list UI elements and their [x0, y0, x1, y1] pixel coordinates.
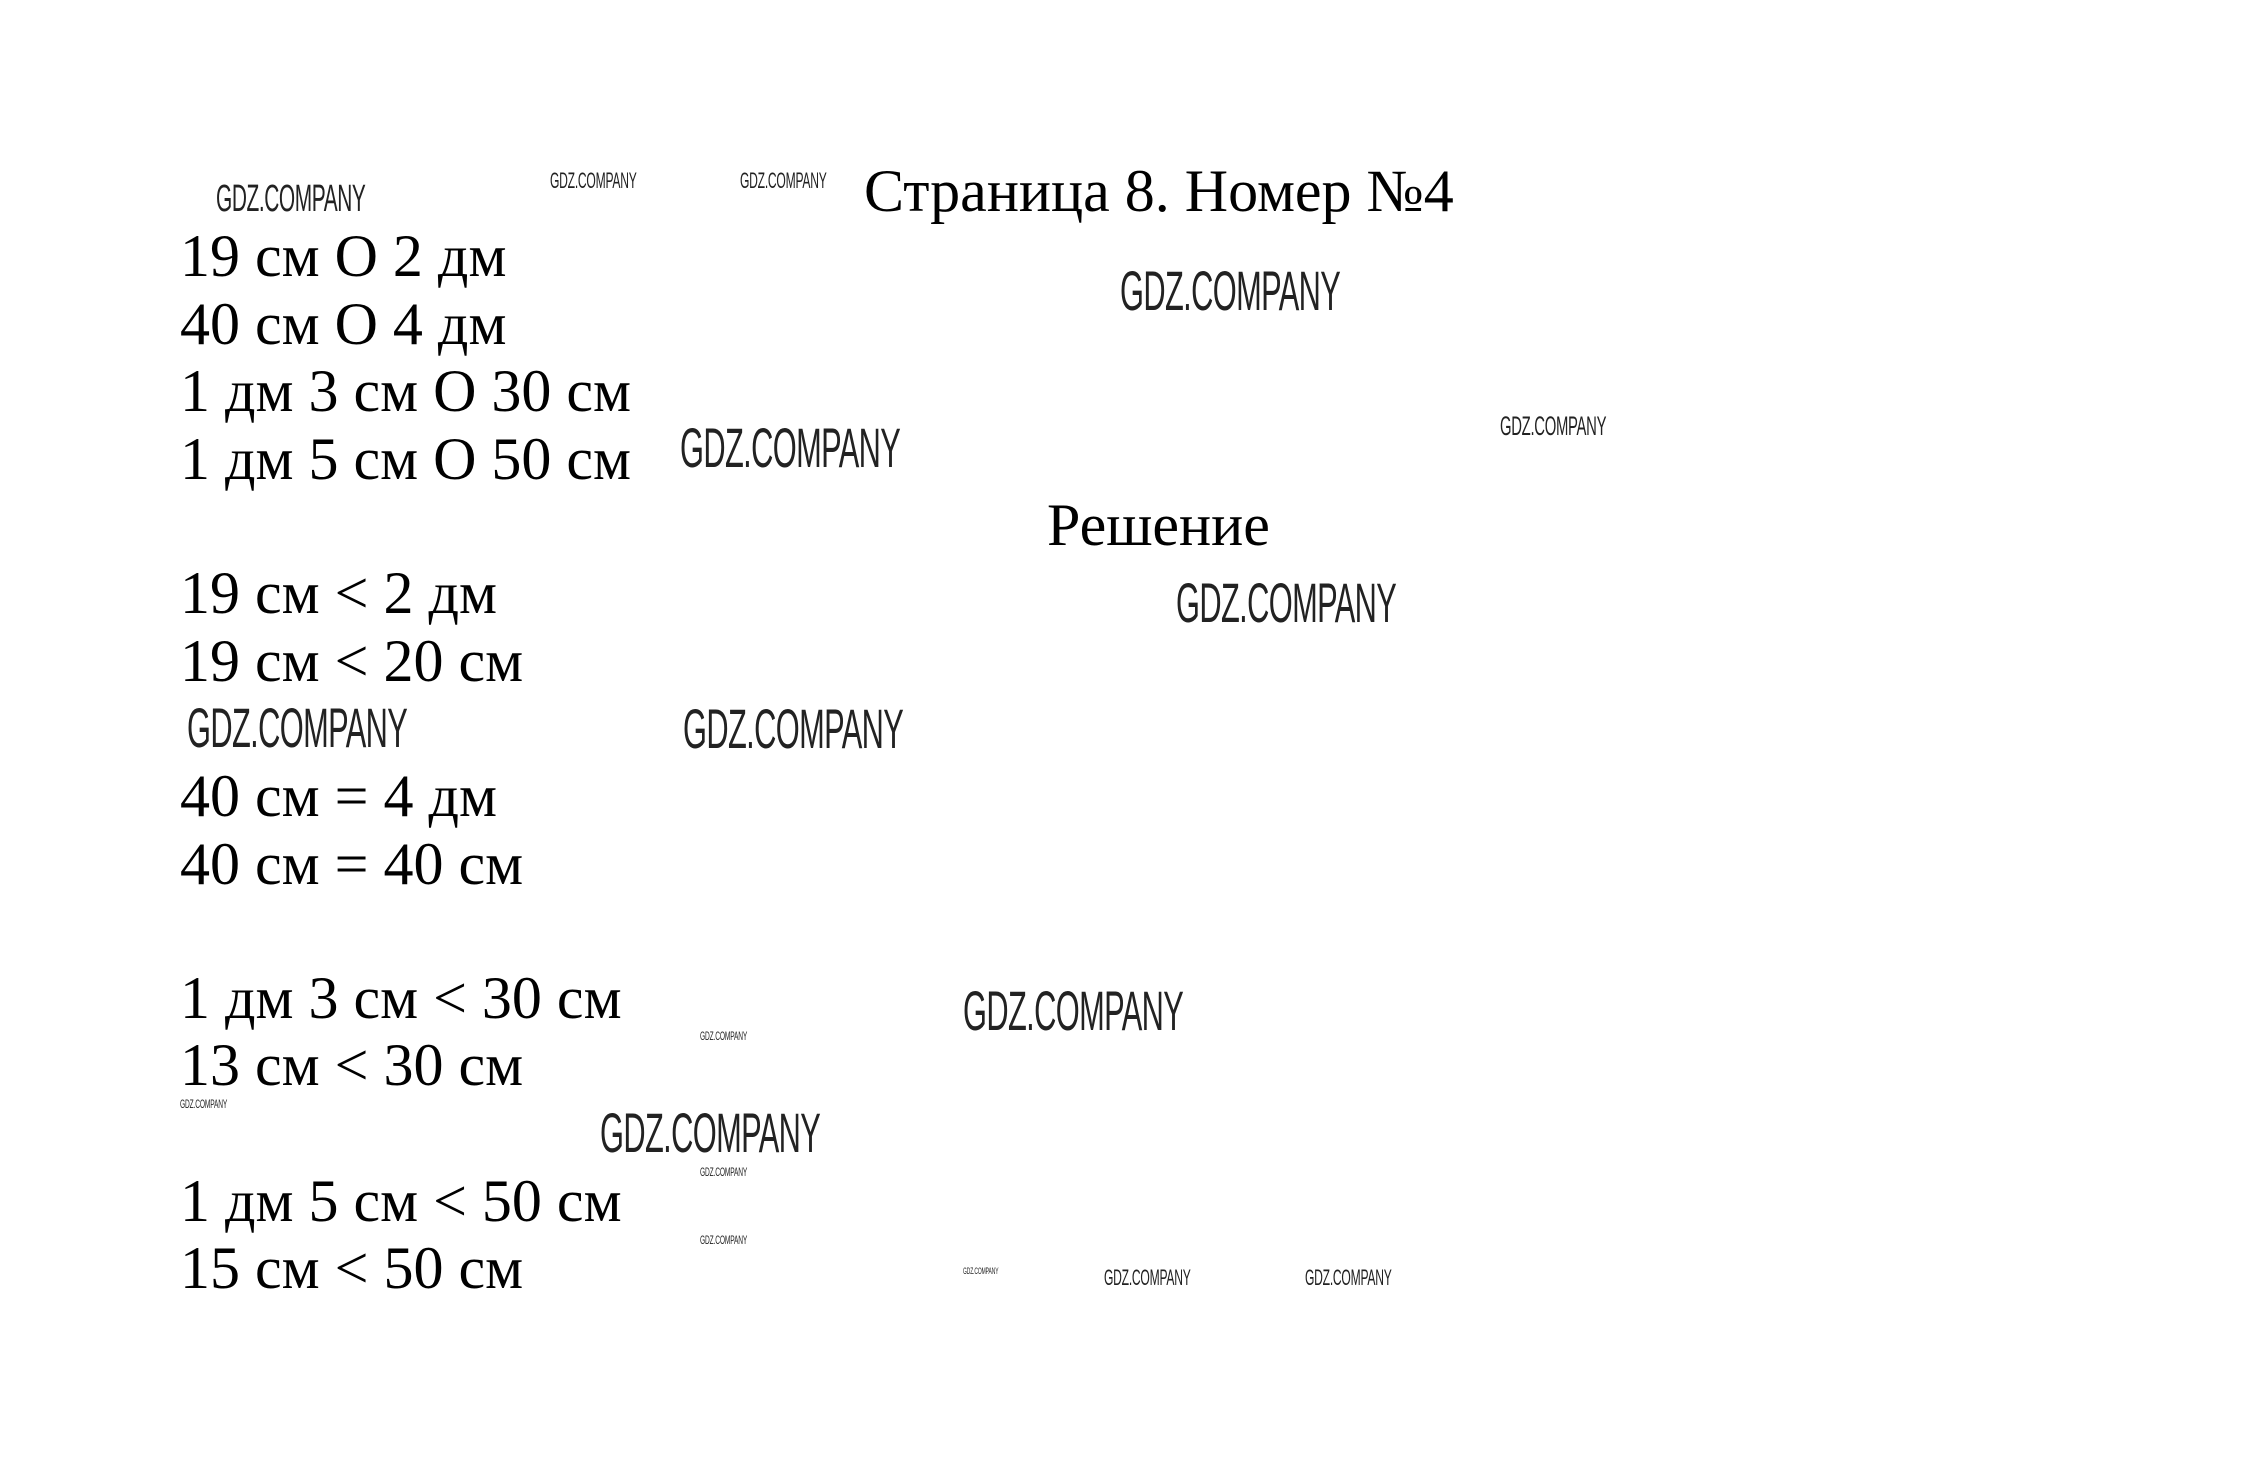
solution-line: 40 см = 40 см — [180, 831, 524, 897]
watermark: GDZ.COMPANY — [700, 1233, 748, 1247]
solution-heading: Решение — [1047, 492, 1270, 558]
task-line: 1 дм 5 см О 50 см — [180, 426, 632, 492]
task-line: 40 см О 4 дм — [180, 291, 507, 357]
watermark: GDZ.COMPANY — [550, 168, 637, 193]
watermark: GDZ.COMPANY — [180, 1097, 228, 1111]
watermark: GDZ.COMPANY — [1500, 411, 1607, 441]
watermark: GDZ.COMPANY — [963, 1266, 999, 1276]
solution-line: 13 см < 30 см — [180, 1032, 524, 1098]
task-line: 19 см О 2 дм — [180, 223, 507, 289]
watermark: GDZ.COMPANY — [600, 1101, 821, 1164]
watermark: GDZ.COMPANY — [187, 696, 408, 759]
watermark: GDZ.COMPANY — [700, 1165, 748, 1179]
page-title: Страница 8. Номер №4 — [864, 158, 1454, 224]
watermark: GDZ.COMPANY — [1305, 1265, 1392, 1290]
watermark: GDZ.COMPANY — [963, 979, 1184, 1042]
solution-line: 19 см < 2 дм — [180, 560, 497, 626]
solution-line: 1 дм 5 см < 50 см — [180, 1168, 622, 1234]
watermark: GDZ.COMPANY — [1104, 1265, 1191, 1290]
watermark: GDZ.COMPANY — [216, 178, 366, 220]
watermark: GDZ.COMPANY — [700, 1029, 748, 1043]
solution-line: 1 дм 3 см < 30 см — [180, 965, 622, 1031]
solution-line: 15 см < 50 см — [180, 1235, 524, 1301]
watermark: GDZ.COMPANY — [680, 416, 901, 479]
watermark: GDZ.COMPANY — [683, 697, 904, 760]
watermark: GDZ.COMPANY — [740, 168, 827, 193]
solution-line: 40 см = 4 дм — [180, 763, 497, 829]
watermark: GDZ.COMPANY — [1120, 259, 1341, 322]
watermark: GDZ.COMPANY — [1176, 571, 1397, 634]
solution-line: 19 см < 20 см — [180, 628, 524, 694]
task-line: 1 дм 3 см О 30 см — [180, 358, 632, 424]
